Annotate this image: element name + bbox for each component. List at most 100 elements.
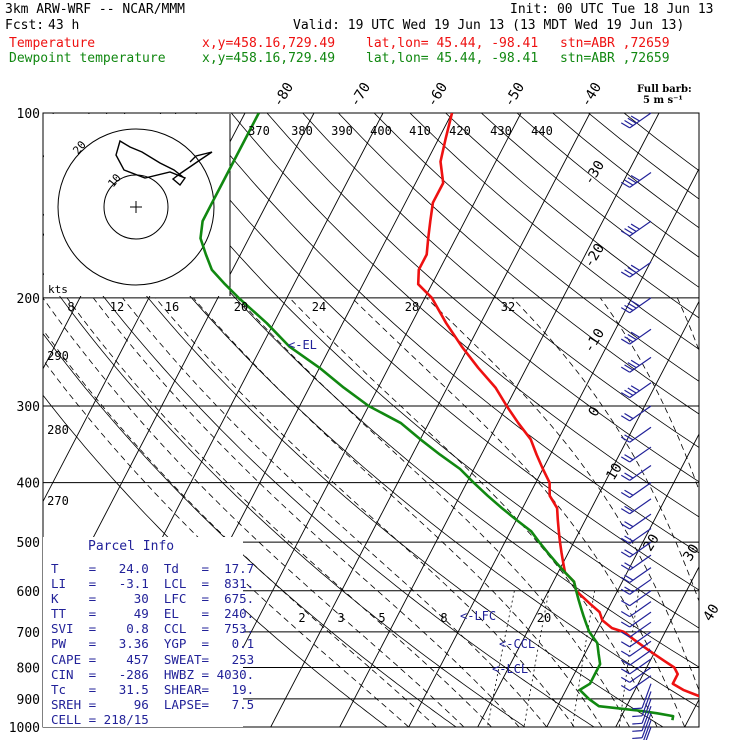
theta-label-top: 410 (409, 124, 431, 138)
dry-adiabat (230, 113, 699, 518)
dry-adiabat (43, 212, 595, 727)
wind-barb (620, 554, 652, 571)
theta-w-label: 24 (312, 300, 326, 314)
mixing-ratio-label: 2 (298, 611, 305, 625)
wind-barb (632, 698, 652, 725)
wind-barb-staff (641, 706, 652, 731)
wind-barb-flag (620, 122, 631, 129)
pressure-tick-label: 700 (17, 626, 40, 641)
wind-barb-flag (620, 588, 631, 595)
pressure-tick-label: 800 (17, 661, 40, 676)
dry-adiabat (43, 272, 526, 727)
annotation-ccl: <-CCL (499, 637, 535, 651)
moist-adiabat (92, 297, 520, 727)
theta-label-top: 390 (331, 124, 353, 138)
isotherm-line (684, 698, 699, 727)
wind-barb-flag (627, 333, 637, 341)
wind-barb-flag (624, 179, 634, 186)
wind-barb (620, 649, 652, 666)
wind-barb-flag (630, 115, 640, 122)
theta-label: 270 (47, 494, 69, 508)
theta-label-top: 440 (531, 124, 553, 138)
wind-barb-staff (629, 464, 652, 481)
isotherm-label: -80 (270, 80, 297, 110)
moist-adiabat (237, 297, 630, 727)
wind-barb-staff (641, 726, 652, 740)
mixing-ratio-label: 3 (337, 611, 344, 625)
wind-barb-staff (629, 220, 652, 237)
wind-barb-flag (620, 576, 631, 584)
wind-barb-staff (629, 578, 652, 595)
wind-barb-flag (627, 225, 637, 232)
wind-barb-flag (624, 228, 634, 235)
wind-barb (620, 426, 652, 443)
legend-dewpoint: Dewpoint temperature (9, 51, 166, 66)
mixing-ratio-line (618, 590, 640, 727)
wind-barb-flag (627, 387, 637, 394)
fcst-label: Fcst: (5, 18, 45, 33)
wind-barb-flag (620, 564, 631, 571)
dry-adiabat (588, 113, 699, 200)
isotherm-label: -30 (581, 158, 608, 188)
mixing-ratio-line (571, 590, 595, 727)
wind-barb (641, 726, 652, 740)
isotherm-label: -60 (424, 80, 451, 110)
isotherm-label: -40 (578, 80, 605, 110)
theta-w-label: 8 (67, 300, 74, 314)
wind-barb-flag (624, 586, 634, 593)
wind-barb (620, 601, 652, 618)
wind-barb (632, 683, 652, 710)
parcel-info-row: CIN = -286 HWBZ = 4030. (51, 666, 255, 682)
wind-barb-staff (641, 713, 652, 738)
wind-barb-staff (629, 405, 652, 422)
wind-barb (620, 611, 652, 628)
wind-barb-flag (620, 338, 631, 345)
parcel-info-row: Tc = 31.5 SHEAR= 19. (51, 681, 255, 697)
wind-barb-flag (620, 659, 631, 666)
dry-adiabat (409, 113, 699, 350)
isotherm-label: 20 (640, 531, 663, 554)
pressure-tick-label: 600 (17, 585, 40, 600)
wind-barb-staff (629, 631, 652, 648)
init-time: Init: 00 UTC Tue 18 Jun 13 (510, 2, 714, 17)
wind-barb-flag (620, 537, 631, 544)
wind-barb-staff (629, 112, 652, 129)
wind-barb (620, 675, 652, 692)
annotation-el: <-EL (288, 338, 317, 352)
wind-barb (632, 713, 652, 740)
isotherm-line (43, 113, 315, 636)
dry-adiabat (266, 113, 699, 483)
isotherm-line (408, 167, 699, 727)
station-temperature: stn=ABR ,72659 (560, 36, 670, 51)
wind-barb-flag (624, 389, 634, 396)
isotherm-label: 30 (680, 541, 703, 564)
wind-barb-staff (641, 691, 652, 717)
dry-adiabat (552, 113, 699, 229)
parcel-info-row: TT = 49 EL = 240. (51, 606, 255, 622)
pressure-tick-label: 200 (17, 292, 40, 307)
wind-barb (632, 691, 652, 718)
temperature-line (416, 113, 699, 698)
wind-barb-staff (629, 297, 652, 314)
isotherm-label: -70 (347, 80, 374, 110)
wind-barb-staff (629, 426, 652, 443)
wind-barb-flag (630, 174, 640, 182)
wind-barb-flag (620, 366, 631, 373)
theta-label-top: 430 (490, 124, 512, 138)
wind-barb (620, 328, 652, 345)
parcel-info-row: K = 30 LFC = 675. (51, 591, 255, 607)
valid-time: Valid: 19 UTC Wed 19 Jun 13 (13 MDT Wed … (293, 18, 685, 33)
isotherm-line (615, 565, 699, 727)
dry-adiabat (302, 113, 699, 448)
wind-barb-staff (629, 640, 652, 657)
annotation-lcl: <-LCL (492, 662, 528, 676)
moist-adiabat (599, 297, 699, 492)
hodograph-trace (115, 139, 213, 187)
mixing-ratio-label: 20 (537, 611, 551, 625)
parcel-info-title: Parcel Info (88, 539, 175, 554)
wind-barb (620, 446, 652, 463)
wind-barb-flag (620, 230, 631, 237)
parcel-info-row: CELL = 218/15 (51, 711, 149, 727)
theta-w-label: 12 (110, 300, 124, 314)
